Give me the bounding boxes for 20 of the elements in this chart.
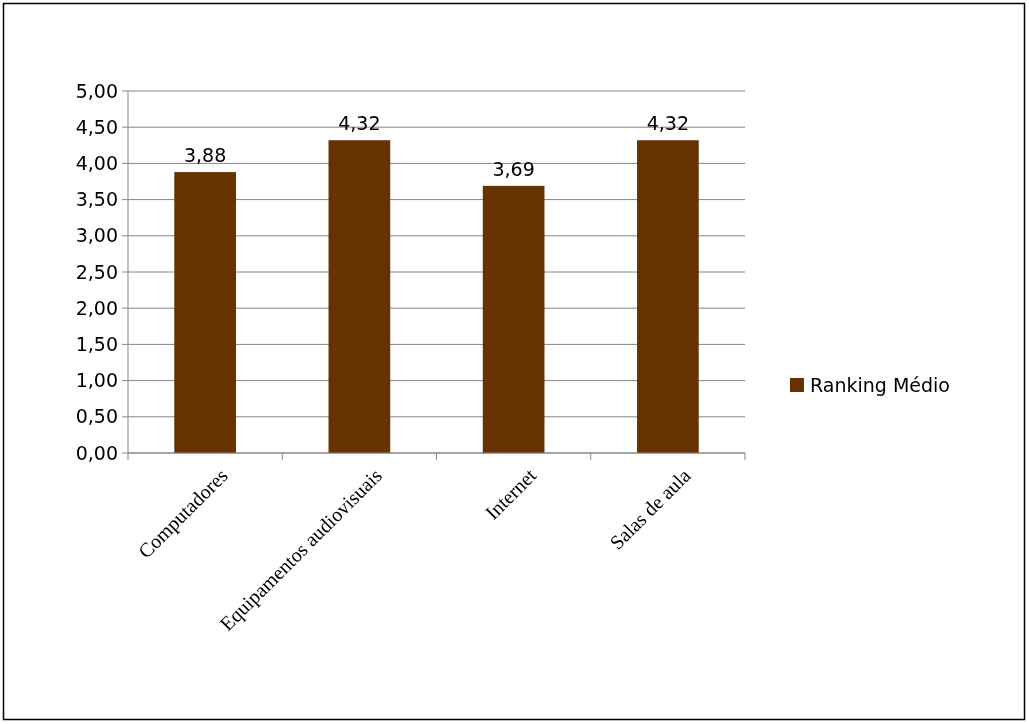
bar <box>637 140 699 453</box>
y-tick-label: 1,50 <box>75 333 118 356</box>
y-tick-label: 3,50 <box>75 188 118 211</box>
legend-label: Ranking Médio <box>810 373 950 396</box>
data-label: 3,88 <box>183 144 227 167</box>
y-tick-label: 3,00 <box>75 224 118 247</box>
y-tick-label: 2,50 <box>75 260 118 283</box>
bar <box>328 140 391 453</box>
y-tick-label: 0,00 <box>75 441 118 464</box>
data-label: 4,32 <box>646 112 690 135</box>
y-tick-label: 4,50 <box>75 115 118 138</box>
y-tick-label: 0,50 <box>75 405 118 428</box>
data-label: 4,32 <box>338 112 381 135</box>
y-tick-label: 1,00 <box>75 369 118 392</box>
y-tick-label: 2,00 <box>75 296 118 319</box>
y-tick-label: 5,00 <box>75 79 118 102</box>
bar <box>174 172 236 453</box>
data-label: 3,69 <box>492 157 535 180</box>
y-tick-label: 4,00 <box>75 152 118 175</box>
bar <box>482 185 545 453</box>
